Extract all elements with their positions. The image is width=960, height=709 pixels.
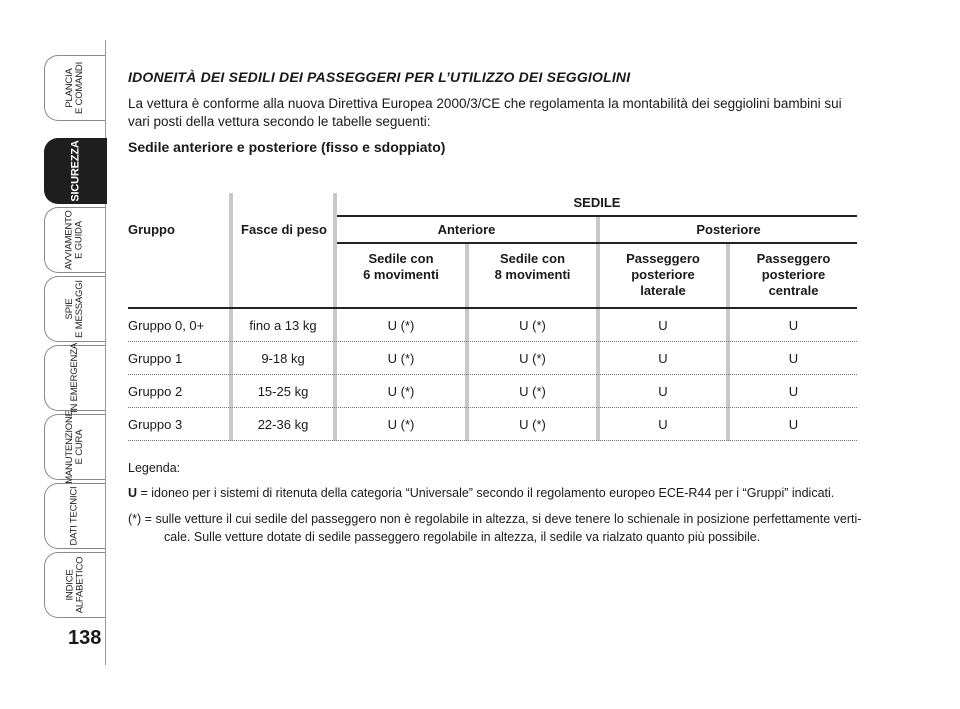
cell-value: U (*)	[387, 384, 415, 399]
cell-value: U (*)	[387, 417, 415, 432]
column-separator	[726, 243, 730, 441]
sidebar-divider	[105, 40, 106, 665]
cell-value: U (*)	[519, 351, 546, 366]
legend-u-text: = idoneo per i sistemi di ritenuta della…	[137, 486, 835, 500]
legend-u-key: U	[128, 486, 138, 500]
tab-avviamento-e-guida[interactable]: AVVIAMENTO E GUIDA	[44, 207, 105, 273]
tab-label: INDICE ALFABETICO	[63, 556, 85, 614]
column-separator	[465, 243, 469, 441]
header-anteriore: Anteriore	[437, 222, 496, 237]
legend-title: Legenda:	[128, 461, 181, 475]
tab-label: IN EMERGENZA	[69, 343, 81, 413]
legend-star: (*) = sulle vetture il cui sedile del pa…	[128, 510, 863, 528]
cell-value: U (*)	[519, 384, 546, 399]
column-separator	[596, 216, 600, 441]
cell-value: U	[658, 384, 668, 399]
row-divider	[128, 440, 857, 441]
legend-star-continuation: cale. Sulle vetture dotate di sedile pas…	[164, 530, 761, 544]
cell-peso: 9-18 kg	[261, 351, 305, 366]
tab-label: SPIE E MESSAGGI	[64, 280, 85, 338]
header-rule	[337, 242, 857, 244]
cell-value: U	[788, 351, 799, 366]
tab-spie-e-messaggi[interactable]: SPIE E MESSAGGI	[44, 276, 105, 342]
header-gruppo: Gruppo	[128, 222, 175, 237]
cell-value: U	[788, 318, 799, 333]
page-number: 138	[68, 627, 102, 649]
legend-star-key: (*) =	[128, 512, 156, 526]
tab-label: AVVIAMENTO E GUIDA	[63, 210, 85, 270]
tab-label: PLANCIA E COMANDI	[63, 61, 85, 115]
column-separator	[333, 193, 337, 441]
cell-value: U	[788, 384, 799, 399]
cell-value: U	[658, 417, 668, 432]
header-posteriore: Posteriore	[696, 222, 761, 237]
cell-value: U	[658, 351, 668, 366]
row-divider	[128, 374, 857, 375]
header-bottom-rule	[128, 307, 857, 309]
tab-label: MANUTENZIONE E CURA	[64, 410, 86, 484]
page-title: IDONEITÀ DEI SEDILI DEI PASSEGGERI PER L…	[128, 69, 631, 85]
row-divider	[128, 341, 857, 342]
cell-peso: 22-36 kg	[257, 417, 309, 432]
cell-gruppo: Gruppo 2	[128, 384, 183, 399]
tab-in-emergenza[interactable]: IN EMERGENZA	[44, 343, 105, 413]
header-sedile-6-movimenti: Sedile con 6 movimenti	[363, 251, 439, 282]
cell-value: U (*)	[387, 351, 415, 366]
cell-value: U	[788, 417, 799, 432]
cell-value: U (*)	[387, 318, 415, 333]
tab-plancia-e-comandi[interactable]: PLANCIA E COMANDI	[44, 55, 105, 121]
cell-gruppo: Gruppo 1	[128, 351, 183, 366]
header-fasce-di-peso: Fasce di peso	[241, 222, 327, 237]
tab-label: SICUREZZA	[70, 140, 82, 202]
cell-peso: fino a 13 kg	[249, 318, 317, 333]
tab-dati-tecnici[interactable]: DATI TECNICI	[44, 483, 105, 549]
header-rule	[337, 215, 857, 217]
row-divider	[128, 407, 857, 408]
column-separator	[229, 193, 233, 441]
legend-star-text: sulle vetture il cui sedile del passegge…	[155, 512, 862, 526]
cell-gruppo: Gruppo 0, 0+	[128, 318, 205, 333]
legend-u: U = idoneo per i sistemi di ritenuta del…	[128, 484, 863, 502]
tab-label: DATI TECNICI	[68, 486, 80, 546]
header-sedile: SEDILE	[573, 195, 621, 210]
header-passeggero-laterale: Passeggero posteriore laterale	[626, 251, 700, 298]
intro-paragraph: La vettura è conforme alla nuova Diretti…	[128, 96, 842, 129]
section-subtitle: Sedile anteriore e posteriore (fisso e s…	[128, 139, 446, 155]
tab-sicurezza[interactable]: SICUREZZA	[44, 138, 107, 204]
cell-value: U	[658, 318, 668, 333]
tab-manutenzione-e-cura[interactable]: MANUTENZIONE E CURA	[44, 410, 105, 484]
tab-indice-alfabetico[interactable]: INDICE ALFABETICO	[44, 552, 105, 618]
cell-value: U (*)	[519, 417, 546, 432]
cell-gruppo: Gruppo 3	[128, 417, 183, 432]
cell-value: U (*)	[519, 318, 546, 333]
header-sedile-8-movimenti: Sedile con 8 movimenti	[494, 251, 571, 282]
header-passeggero-centrale: Passeggero posteriore centrale	[756, 251, 831, 298]
cell-peso: 15-25 kg	[257, 384, 309, 399]
